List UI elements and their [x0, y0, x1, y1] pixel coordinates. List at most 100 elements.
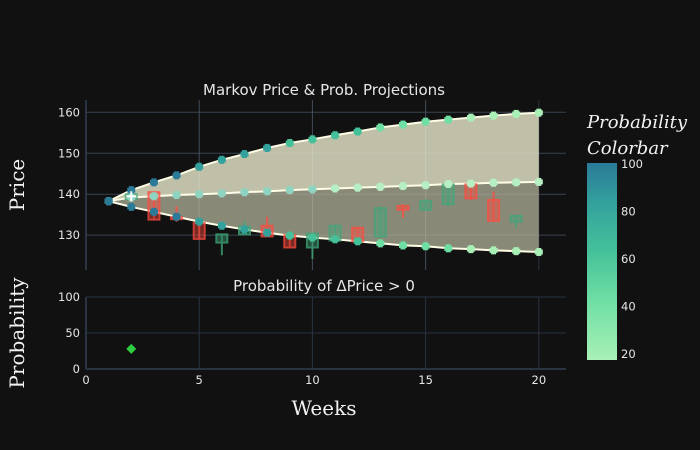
- band-marker: [285, 186, 294, 195]
- colorbar-tick-label: 80: [621, 204, 636, 218]
- band-marker: [331, 184, 340, 193]
- band-marker: [331, 131, 340, 140]
- candle: [396, 204, 410, 218]
- band-marker: [398, 241, 407, 250]
- band-marker: [512, 247, 521, 256]
- y-tick-label: 140: [58, 187, 80, 201]
- band-marker: [127, 202, 136, 211]
- weeks-x-ticks: 0 5 10 15 20: [82, 373, 546, 387]
- band-marker: [444, 115, 453, 124]
- colorbar-tick-label: 20: [621, 347, 636, 361]
- colorbar: Probability Colorbar 20 40 60 80 100: [586, 112, 688, 361]
- band-marker: [308, 135, 317, 144]
- band-marker: [489, 111, 498, 120]
- candle: [419, 199, 433, 211]
- probability-plot[interactable]: 0 50 100 0 5 10 15 20: [58, 290, 566, 387]
- colorbar-tick-label: 40: [621, 299, 636, 313]
- weeks-axis-title: Weeks: [292, 396, 357, 420]
- band-marker: [534, 247, 543, 256]
- band-marker: [172, 212, 181, 221]
- band-marker: [240, 188, 249, 197]
- band-marker: [217, 155, 226, 164]
- x-tick-label: 20: [532, 373, 547, 387]
- colorbar-title-line2: Colorbar: [587, 138, 669, 159]
- band-marker: [466, 179, 475, 188]
- band-marker: [398, 120, 407, 129]
- band-marker: [263, 187, 272, 196]
- x-tick-label: 0: [82, 373, 89, 387]
- band-marker: [534, 108, 543, 117]
- price-plot[interactable]: 130 140 150 160: [58, 100, 566, 270]
- x-tick-label: 10: [305, 373, 320, 387]
- band-marker: [127, 186, 136, 195]
- y-tick-label: 130: [58, 228, 80, 242]
- probability-diamond-marker: [126, 343, 137, 354]
- band-marker: [285, 139, 294, 148]
- probability-grid: [85, 296, 566, 370]
- band-marker: [376, 182, 385, 191]
- band-marker: [489, 178, 498, 187]
- band-marker: [353, 237, 362, 246]
- band-marker: [534, 177, 543, 186]
- colorbar-tick-label: 100: [621, 157, 643, 171]
- band-marker: [217, 189, 226, 198]
- band-marker: [376, 123, 385, 132]
- band-marker: [240, 150, 249, 159]
- band-markers: [104, 108, 543, 256]
- band-marker: [421, 242, 430, 251]
- candle: [215, 233, 229, 256]
- band-marker: [421, 117, 430, 126]
- candle: [509, 214, 523, 228]
- band-marker: [331, 235, 340, 244]
- band-marker: [104, 197, 113, 206]
- band-marker: [466, 245, 475, 254]
- band-marker: [308, 233, 317, 242]
- probability-points: [126, 343, 137, 354]
- band-marker: [195, 190, 204, 199]
- band-marker: [149, 178, 158, 187]
- candle: [487, 191, 501, 222]
- band-marker: [444, 179, 453, 188]
- probability-y-ticks: 0 50 100: [58, 290, 80, 376]
- band-marker: [308, 185, 317, 194]
- price-y-ticks: 130 140 150 160: [58, 105, 80, 242]
- band-marker: [376, 239, 385, 248]
- band-marker: [172, 171, 181, 180]
- y-tick-label: 0: [73, 362, 80, 376]
- band-marker: [149, 207, 158, 216]
- y-tick-label: 150: [58, 146, 80, 160]
- band-marker: [444, 244, 453, 253]
- y-tick-label: 50: [65, 326, 80, 340]
- band-marker: [195, 162, 204, 171]
- colorbar-tick-label: 60: [621, 252, 636, 266]
- band-marker: [172, 191, 181, 200]
- band-marker: [489, 246, 498, 255]
- y-tick-label: 100: [58, 290, 80, 304]
- band-marker: [217, 221, 226, 230]
- colorbar-ticks: 20 40 60 80 100: [621, 157, 643, 361]
- band-marker: [466, 113, 475, 122]
- band-marker: [195, 217, 204, 226]
- band-marker: [398, 182, 407, 191]
- band-marker: [263, 143, 272, 152]
- band-marker: [512, 109, 521, 118]
- main-chart-title: Markov Price & Prob. Projections: [203, 81, 445, 99]
- x-tick-label: 15: [418, 373, 433, 387]
- projection-bands: [86, 100, 566, 270]
- price-axis-title: Price: [5, 159, 29, 211]
- band-marker: [285, 231, 294, 240]
- sub-chart-title: Probability of ΔPrice > 0: [233, 277, 415, 295]
- band-marker: [149, 192, 158, 201]
- band-marker: [353, 183, 362, 192]
- colorbar-gradient: [587, 163, 617, 360]
- band-marker: [263, 228, 272, 237]
- band-marker: [353, 127, 362, 136]
- colorbar-title-line1: Probability: [586, 112, 688, 133]
- probability-axis-title: Probability: [5, 277, 29, 389]
- band-marker: [240, 225, 249, 234]
- candle: [373, 206, 387, 238]
- x-tick-label: 5: [196, 373, 203, 387]
- y-tick-label: 160: [58, 105, 80, 119]
- band-marker: [512, 178, 521, 187]
